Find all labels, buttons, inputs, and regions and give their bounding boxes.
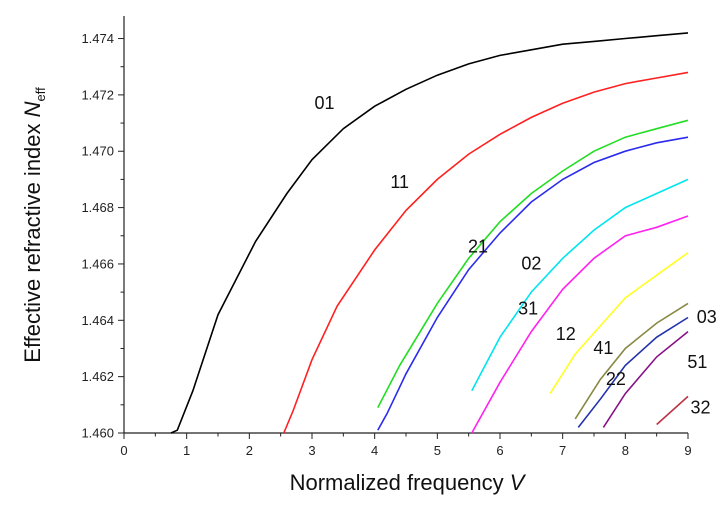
curve-02 [377, 136, 689, 431]
x-tick-label: 5 [434, 443, 441, 458]
curve-label-11: 11 [390, 172, 409, 192]
x-tick-label: 8 [622, 443, 629, 458]
curve-41 [549, 252, 689, 395]
curve-11 [283, 71, 689, 434]
y-tick-label: 1.462 [81, 369, 114, 384]
x-tick-label: 7 [559, 443, 566, 458]
curve-label-22: 22 [606, 369, 626, 389]
curve-label-02: 02 [521, 254, 541, 274]
x-tick-label: 9 [684, 443, 691, 458]
x-axis-title: Normalized frequency V [290, 470, 527, 495]
x-tick-label: 4 [371, 443, 378, 458]
y-tick-label: 1.474 [81, 31, 114, 46]
y-axis-title: Effective refractive index Neff [20, 87, 48, 363]
curve-22 [574, 302, 689, 420]
y-tick-label: 1.468 [81, 200, 114, 215]
axes: 0 1 2 3 4 5 6 7 8 91.4601.4621.4641.4661.4681.470… [81, 16, 692, 458]
y-tick-label: 1.464 [81, 313, 114, 328]
y-tick-label: 1.470 [81, 144, 114, 159]
y-tick-label: 1.466 [81, 256, 114, 271]
x-tick-label: 6 [496, 443, 503, 458]
curve-21 [377, 119, 689, 408]
curve-label-21: 21 [468, 237, 488, 257]
curve-31 [471, 178, 689, 392]
curve-03 [577, 316, 689, 428]
x-tick-label: 3 [308, 443, 315, 458]
x-tick-label: 0 [120, 443, 127, 458]
curve-labels: 01 11 21 02 31 12 41 22 03 51 32 [315, 93, 716, 417]
curve-12 [471, 215, 689, 434]
curve-51 [602, 330, 689, 428]
curve-label-31: 31 [518, 299, 538, 319]
curves [170, 32, 689, 434]
curve-label-01: 01 [315, 93, 335, 113]
x-tick-label: 2 [246, 443, 253, 458]
curve-label-12: 12 [556, 324, 576, 344]
curve-label-03: 03 [697, 307, 716, 327]
curve-label-41: 41 [593, 338, 613, 358]
curve-32 [656, 395, 689, 426]
x-tick-label: 1 [183, 443, 190, 458]
y-tick-label: 1.472 [81, 87, 114, 102]
curve-label-32: 32 [691, 397, 711, 417]
curve-01 [170, 32, 689, 434]
y-tick-label: 1.460 [81, 426, 114, 441]
curve-label-51: 51 [687, 352, 707, 372]
